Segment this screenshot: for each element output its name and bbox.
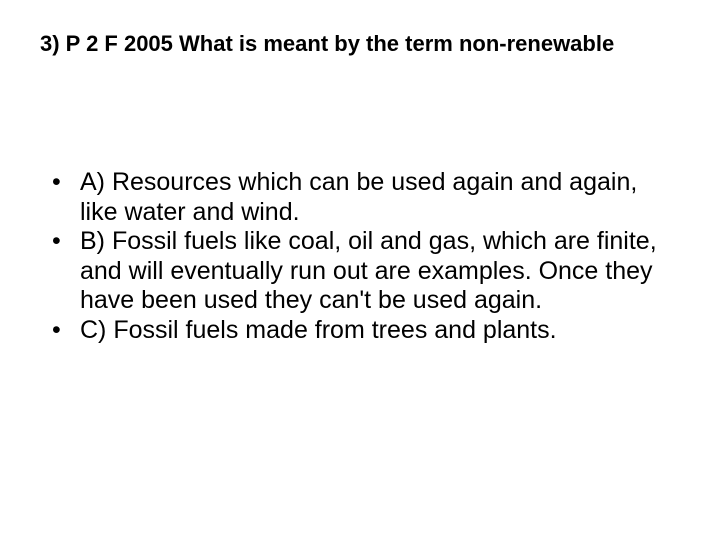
list-item: • C) Fossil fuels made from trees and pl…: [48, 316, 672, 346]
bullet-icon: •: [48, 227, 80, 257]
slide: 3) P 2 F 2005 What is meant by the term …: [0, 0, 720, 540]
bullet-icon: •: [48, 316, 80, 346]
answer-options: • A) Resources which can be used again a…: [48, 168, 672, 345]
option-c-text: C) Fossil fuels made from trees and plan…: [80, 316, 672, 346]
option-a-text: A) Resources which can be used again and…: [80, 168, 672, 227]
list-item: • A) Resources which can be used again a…: [48, 168, 672, 227]
list-item: • B) Fossil fuels like coal, oil and gas…: [48, 227, 672, 316]
option-b-text: B) Fossil fuels like coal, oil and gas, …: [80, 227, 672, 316]
question-title: 3) P 2 F 2005 What is meant by the term …: [40, 30, 680, 58]
bullet-icon: •: [48, 168, 80, 198]
title-text: 3) P 2 F 2005 What is meant by the term …: [40, 31, 614, 56]
